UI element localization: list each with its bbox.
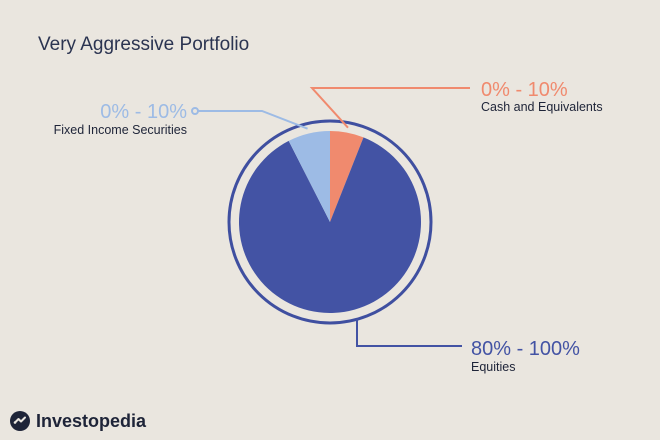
leader-lines bbox=[191, 87, 470, 347]
leader-line-fixed-income-securities bbox=[195, 110, 308, 130]
range-label-equities: 80% - 100% bbox=[471, 338, 580, 360]
brand-logo: Investopedia bbox=[8, 408, 146, 434]
investopedia-logo-icon bbox=[10, 411, 30, 431]
category-label-cash-and-equivalents: Cash and Equivalents bbox=[481, 100, 603, 114]
range-label-cash-and-equivalents: 0% - 10% bbox=[481, 79, 568, 101]
pie-slices bbox=[239, 131, 422, 313]
range-label-fixed-income-securities: 0% - 10% bbox=[100, 101, 187, 123]
category-label-equities: Equities bbox=[471, 360, 515, 374]
leader-line-cash-and-equivalents bbox=[309, 87, 470, 129]
leader-line-equities bbox=[356, 319, 462, 347]
pie-slice-equities bbox=[239, 137, 422, 313]
leader-dot-fixed-income-securities bbox=[191, 107, 199, 115]
category-label-fixed-income-securities: Fixed Income Securities bbox=[54, 123, 187, 137]
chart-title: Very Aggressive Portfolio bbox=[38, 34, 250, 55]
pie-outer-ring bbox=[227, 119, 433, 325]
pie-slice-cash-and-equivalents bbox=[330, 131, 364, 222]
brand-name: Investopedia bbox=[36, 410, 147, 431]
pie-slice-fixed-income-securities bbox=[288, 131, 330, 222]
